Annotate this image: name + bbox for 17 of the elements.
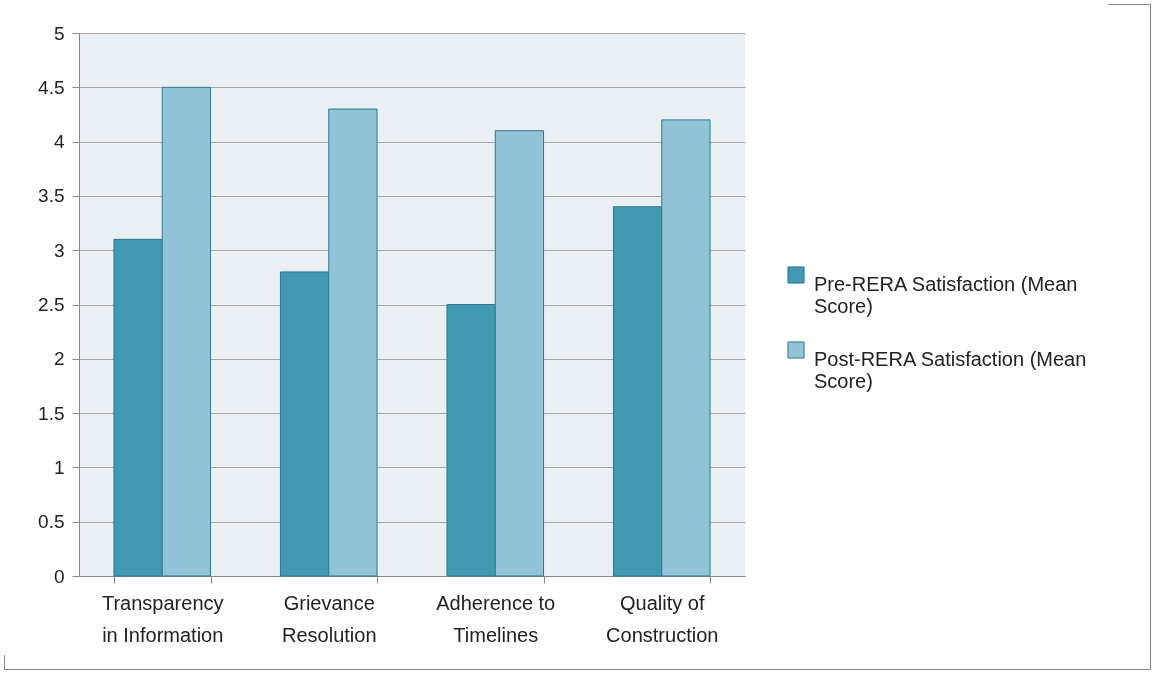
y-tick-label: 3.5 bbox=[38, 185, 65, 207]
y-tick-label: 2.5 bbox=[38, 294, 65, 315]
y-tick-label: 2 bbox=[53, 348, 65, 370]
y-tick-label: 0.5 bbox=[38, 511, 65, 533]
y-tick-label: 1 bbox=[53, 456, 65, 478]
y-tick-label: 4.5 bbox=[38, 76, 65, 98]
y-tick-label: 4 bbox=[53, 131, 65, 153]
legend-label: Pre-RERA Satisfaction (Mean Score) bbox=[814, 273, 1078, 317]
x-tick-label: Transparency in Information bbox=[101, 591, 224, 646]
y-tick-label: 5 bbox=[53, 22, 65, 44]
y-tick-label: 1.5 bbox=[38, 402, 65, 424]
y-tick-label: 0 bbox=[53, 565, 65, 587]
legend-label: Post-RERA Satisfaction (Mean Score) bbox=[814, 348, 1087, 392]
x-tick-label: Grievance Resolution bbox=[281, 591, 377, 646]
x-tick-label: Quality of Construction bbox=[606, 591, 719, 646]
y-tick-label: 3 bbox=[53, 239, 65, 261]
x-tick-label: Adherence to Timelines bbox=[436, 591, 556, 646]
